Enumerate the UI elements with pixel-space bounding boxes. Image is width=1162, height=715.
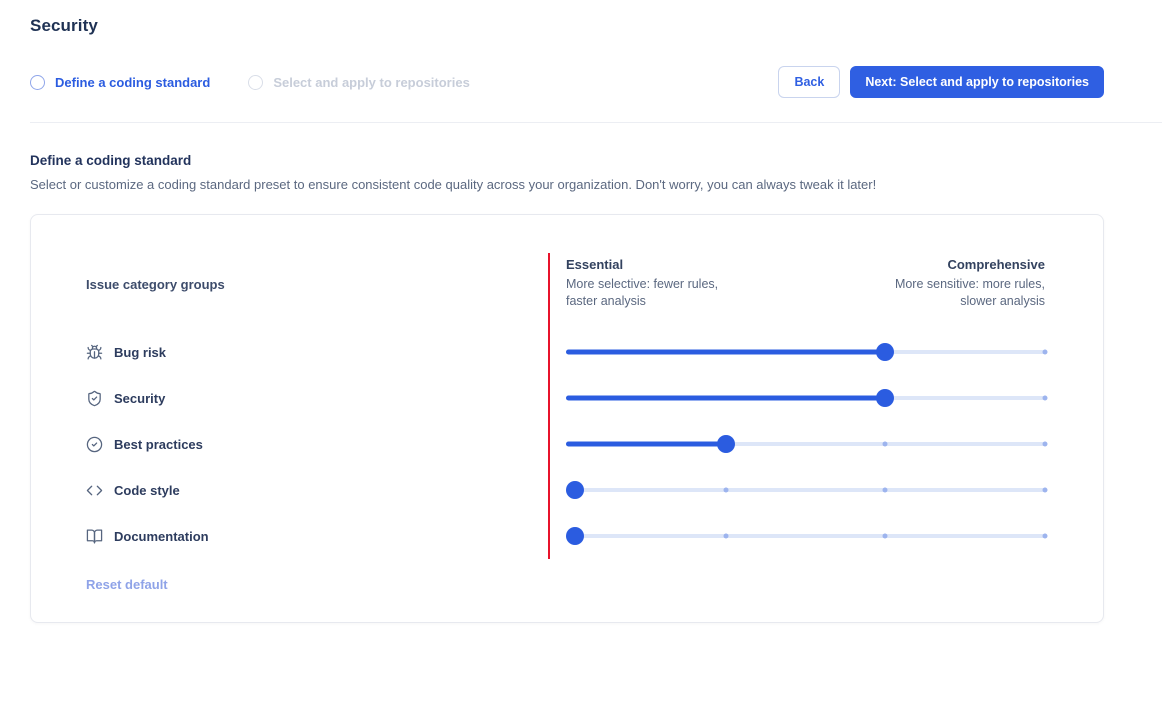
bug-risk-slider[interactable] bbox=[566, 343, 1048, 361]
section-description: Select or customize a coding standard pr… bbox=[30, 177, 877, 192]
coding-standard-card: Issue category groups Essential More sel… bbox=[30, 214, 1104, 623]
preset-indicator-line bbox=[548, 253, 550, 559]
check-circle-icon bbox=[86, 436, 103, 453]
slider-cell-bug-risk bbox=[548, 329, 1048, 375]
slider-track[interactable] bbox=[566, 534, 1045, 538]
slider-cell-documentation bbox=[548, 513, 1048, 559]
category-row-security: Security bbox=[86, 375, 548, 421]
scale-header: Essential More selective: fewer rules, f… bbox=[548, 253, 1045, 329]
slider-tick bbox=[1042, 441, 1048, 447]
back-button[interactable]: Back bbox=[778, 66, 841, 98]
best-practices-slider[interactable] bbox=[566, 435, 1048, 453]
essential-header: Essential More selective: fewer rules, f… bbox=[566, 257, 718, 310]
reset-default-link[interactable]: Reset default bbox=[86, 577, 168, 592]
slider-fill bbox=[566, 349, 886, 355]
slider-tick bbox=[882, 441, 888, 447]
slider-fill bbox=[566, 441, 726, 447]
slider-tick bbox=[723, 533, 729, 539]
category-label: Code style bbox=[114, 482, 180, 498]
slider-handle[interactable] bbox=[876, 343, 895, 361]
step-radio-icon bbox=[248, 74, 264, 90]
category-label: Documentation bbox=[114, 528, 209, 544]
issue-category-groups-label: Issue category groups bbox=[86, 277, 225, 292]
slider-cell-best-practices bbox=[548, 421, 1048, 467]
category-row-best-practices: Best practices bbox=[86, 421, 548, 467]
divider bbox=[30, 122, 1162, 123]
documentation-slider[interactable] bbox=[566, 527, 1048, 545]
wizard-actions: Back Next: Select and apply to repositor… bbox=[778, 66, 1104, 98]
slider-tick bbox=[723, 487, 729, 493]
comprehensive-subtitle: More sensitive: more rules, slower analy… bbox=[894, 277, 1045, 308]
step-radio-icon bbox=[30, 74, 45, 90]
slider-handle[interactable] bbox=[716, 435, 735, 453]
slider-tick bbox=[1042, 487, 1048, 493]
stepper: Define a coding standard Select and apply… bbox=[30, 74, 470, 90]
essential-title: Essential bbox=[566, 257, 624, 272]
book-open-icon bbox=[86, 528, 103, 545]
slider-tick bbox=[882, 487, 888, 493]
slider-handle[interactable] bbox=[876, 389, 895, 407]
category-label: Bug risk bbox=[114, 344, 167, 360]
section-heading: Define a coding standard bbox=[30, 153, 192, 168]
category-row-bug-risk: Bug risk bbox=[86, 329, 548, 375]
coding-standard-grid: Issue category groups Essential More sel… bbox=[86, 253, 1048, 559]
next-button[interactable]: Next: Select and apply to repositories bbox=[850, 66, 1104, 98]
bug-icon bbox=[86, 344, 103, 361]
slider-handle[interactable] bbox=[566, 481, 584, 499]
category-row-code-style: Code style bbox=[86, 467, 548, 513]
code-icon bbox=[86, 482, 103, 499]
slider-handle[interactable] bbox=[566, 527, 584, 545]
slider-tick bbox=[882, 533, 888, 539]
page-title: Security bbox=[30, 16, 98, 35]
step-label: Define a coding standard bbox=[55, 74, 211, 90]
essential-subtitle: More selective: fewer rules, faster anal… bbox=[566, 277, 719, 308]
slider-cell-code-style bbox=[548, 467, 1048, 513]
comprehensive-title: Comprehensive bbox=[947, 257, 1045, 272]
slider-tick bbox=[1042, 349, 1048, 355]
category-row-documentation: Documentation bbox=[86, 513, 548, 559]
step-label: Select and apply to repositories bbox=[273, 74, 470, 90]
issue-category-groups-header: Issue category groups bbox=[86, 253, 548, 329]
shield-check-icon bbox=[86, 390, 103, 407]
stepper-step-1[interactable]: Define a coding standard bbox=[30, 74, 211, 90]
code-style-slider[interactable] bbox=[566, 481, 1048, 499]
security-settings-page: Security Define a coding standard Select … bbox=[30, 16, 1162, 623]
slider-fill bbox=[566, 395, 886, 401]
slider-cell-security bbox=[548, 375, 1048, 421]
wizard-toolbar: Define a coding standard Select and apply… bbox=[30, 66, 1104, 98]
category-label: Best practices bbox=[114, 436, 203, 452]
stepper-step-2[interactable]: Select and apply to repositories bbox=[248, 74, 470, 90]
slider-tick bbox=[1042, 533, 1048, 539]
slider-track[interactable] bbox=[566, 442, 1045, 446]
comprehensive-header: Comprehensive More sensitive: more rules… bbox=[895, 257, 1045, 310]
category-label: Security bbox=[114, 390, 166, 406]
slider-track[interactable] bbox=[566, 488, 1045, 492]
slider-tick bbox=[1042, 395, 1048, 401]
security-slider[interactable] bbox=[566, 389, 1048, 407]
